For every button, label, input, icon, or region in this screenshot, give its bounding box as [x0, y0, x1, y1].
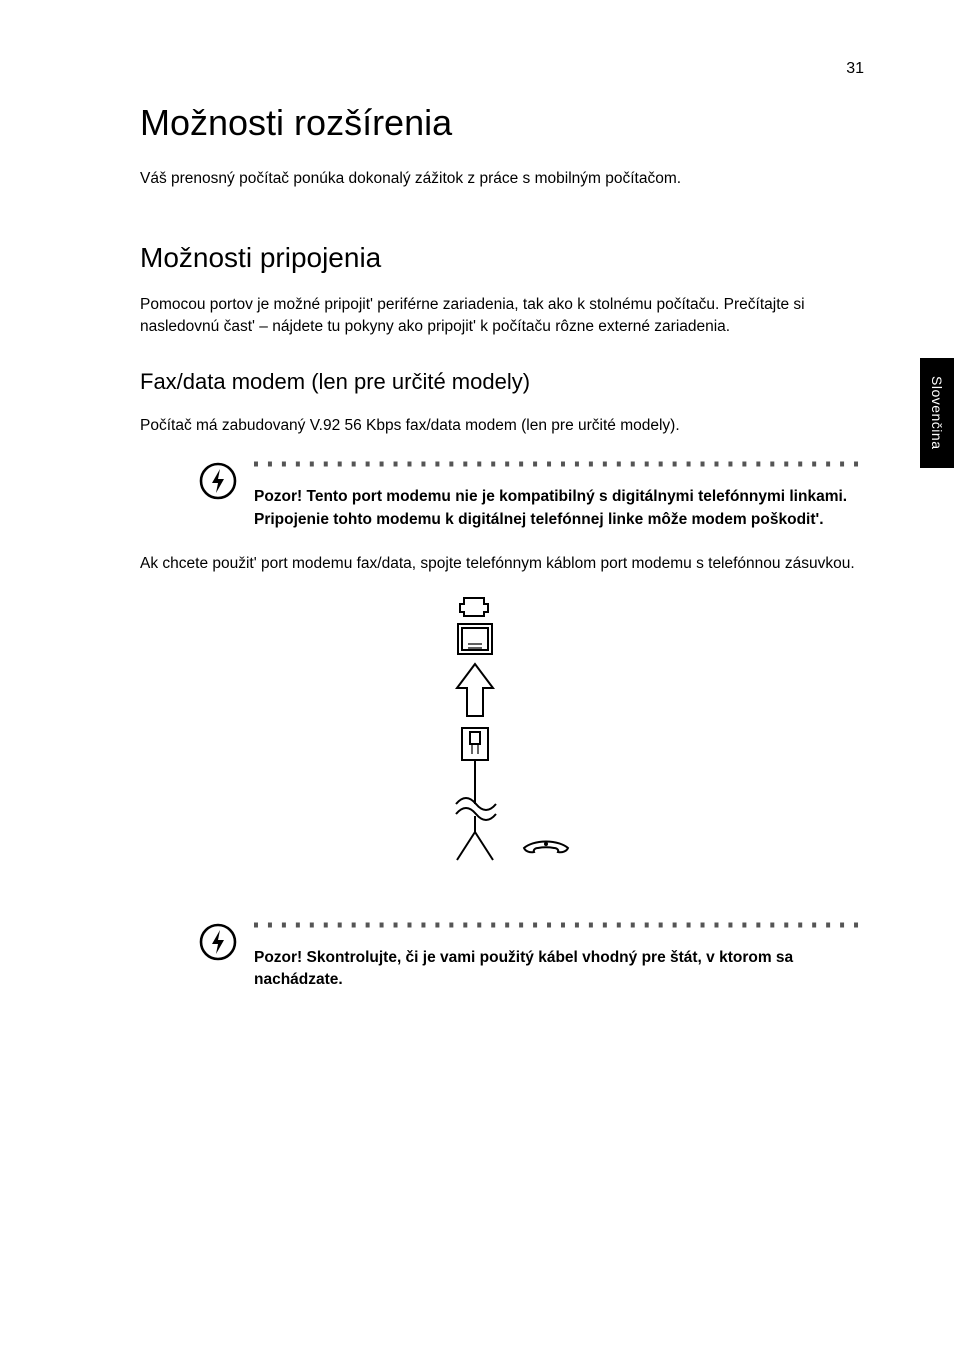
intro-paragraph: Váš prenosný počítač ponúka dokonalý záž…	[140, 168, 864, 190]
ports-paragraph: Pomocou portov je možné pripojit' perifé…	[140, 294, 864, 339]
modem-connection-illustration	[402, 594, 602, 884]
warning-block-1: Pozor! Tento port modemu nie je kompatib…	[140, 459, 864, 531]
usage-paragraph: Ak chcete použit' port modemu fax/data, …	[140, 553, 864, 575]
page-number: 31	[846, 60, 864, 78]
modem-diagram	[140, 594, 864, 884]
lightning-icon	[198, 922, 238, 962]
dotted-rule	[254, 920, 864, 930]
heading-2: Možnosti pripojenia	[140, 242, 864, 274]
heading-3: Fax/data modem (len pre určité modely)	[140, 369, 864, 395]
lightning-icon	[198, 461, 238, 501]
warning-icon-col	[140, 459, 238, 501]
warning-text-2: Pozor! Skontrolujte, či je vami použitý …	[254, 947, 864, 992]
warning-block-2: Pozor! Skontrolujte, či je vami použitý …	[140, 920, 864, 992]
page-content: 31 Možnosti rozšírenia Váš prenosný počí…	[0, 0, 954, 991]
modem-paragraph: Počítač má zabudovaný V.92 56 Kbps fax/d…	[140, 415, 864, 437]
warning-icon-col-2	[140, 920, 238, 962]
warning-text-1: Pozor! Tento port modemu nie je kompatib…	[254, 486, 864, 531]
dotted-rule	[254, 459, 864, 469]
heading-1: Možnosti rozšírenia	[140, 102, 864, 144]
